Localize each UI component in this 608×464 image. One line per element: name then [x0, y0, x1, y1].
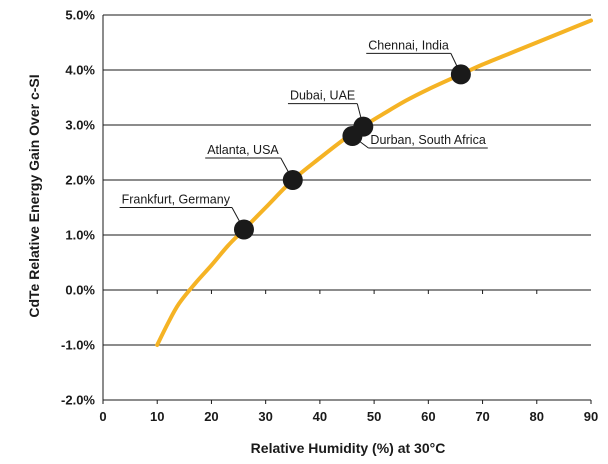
y-tick-label: 2.0% [65, 173, 95, 188]
y-axis-title: CdTe Relative Energy Gain Over c-SI [26, 74, 42, 317]
y-tick-label: -1.0% [61, 338, 95, 353]
x-tick-label: 30 [258, 409, 272, 424]
y-tick-label: -2.0% [61, 393, 95, 408]
location-point [450, 64, 471, 85]
point-label: Chennai, India [368, 38, 449, 52]
humidity-gain-curve [155, 18, 593, 347]
axes [102, 15, 592, 404]
y-tick-label: 3.0% [65, 118, 95, 133]
location-point [342, 126, 363, 146]
point-label: Durban, South Africa [370, 133, 485, 147]
x-axis-title: Relative Humidity (%) at 30°C [251, 440, 446, 456]
series-layer [155, 18, 593, 347]
grid-lines [103, 14, 591, 401]
x-tick-label: 70 [475, 409, 489, 424]
tick-labels: 5.0% 4.0% 3.0% 2.0% 1.0% 0.0% -1.0% -2.0% 0 10 20 3… [61, 8, 598, 425]
y-tick-label: 0.0% [65, 283, 95, 298]
annotation-labels: Frankfurt, Germany Atlanta, USA Dubai, UAE… [122, 38, 486, 206]
x-tick-label: 10 [150, 409, 164, 424]
x-tick-label: 90 [584, 409, 598, 424]
location-point [282, 170, 303, 190]
y-tick-label: 5.0% [65, 8, 95, 23]
location-point [233, 219, 254, 240]
point-label: Frankfurt, Germany [122, 193, 231, 207]
x-tick-label: 40 [313, 409, 327, 424]
points-layer [233, 64, 471, 240]
x-tick-label: 20 [204, 409, 218, 424]
point-label: Dubai, UAE [290, 89, 355, 103]
point-label: Atlanta, USA [207, 143, 279, 157]
x-minor-ticks [156, 290, 538, 294]
x-tick-label: 60 [421, 409, 435, 424]
x-tick-label: 0 [99, 409, 106, 424]
x-tick-label: 80 [530, 409, 544, 424]
y-tick-label: 4.0% [65, 63, 95, 78]
x-tick-label: 50 [367, 409, 381, 424]
y-tick-label: 1.0% [65, 228, 95, 243]
